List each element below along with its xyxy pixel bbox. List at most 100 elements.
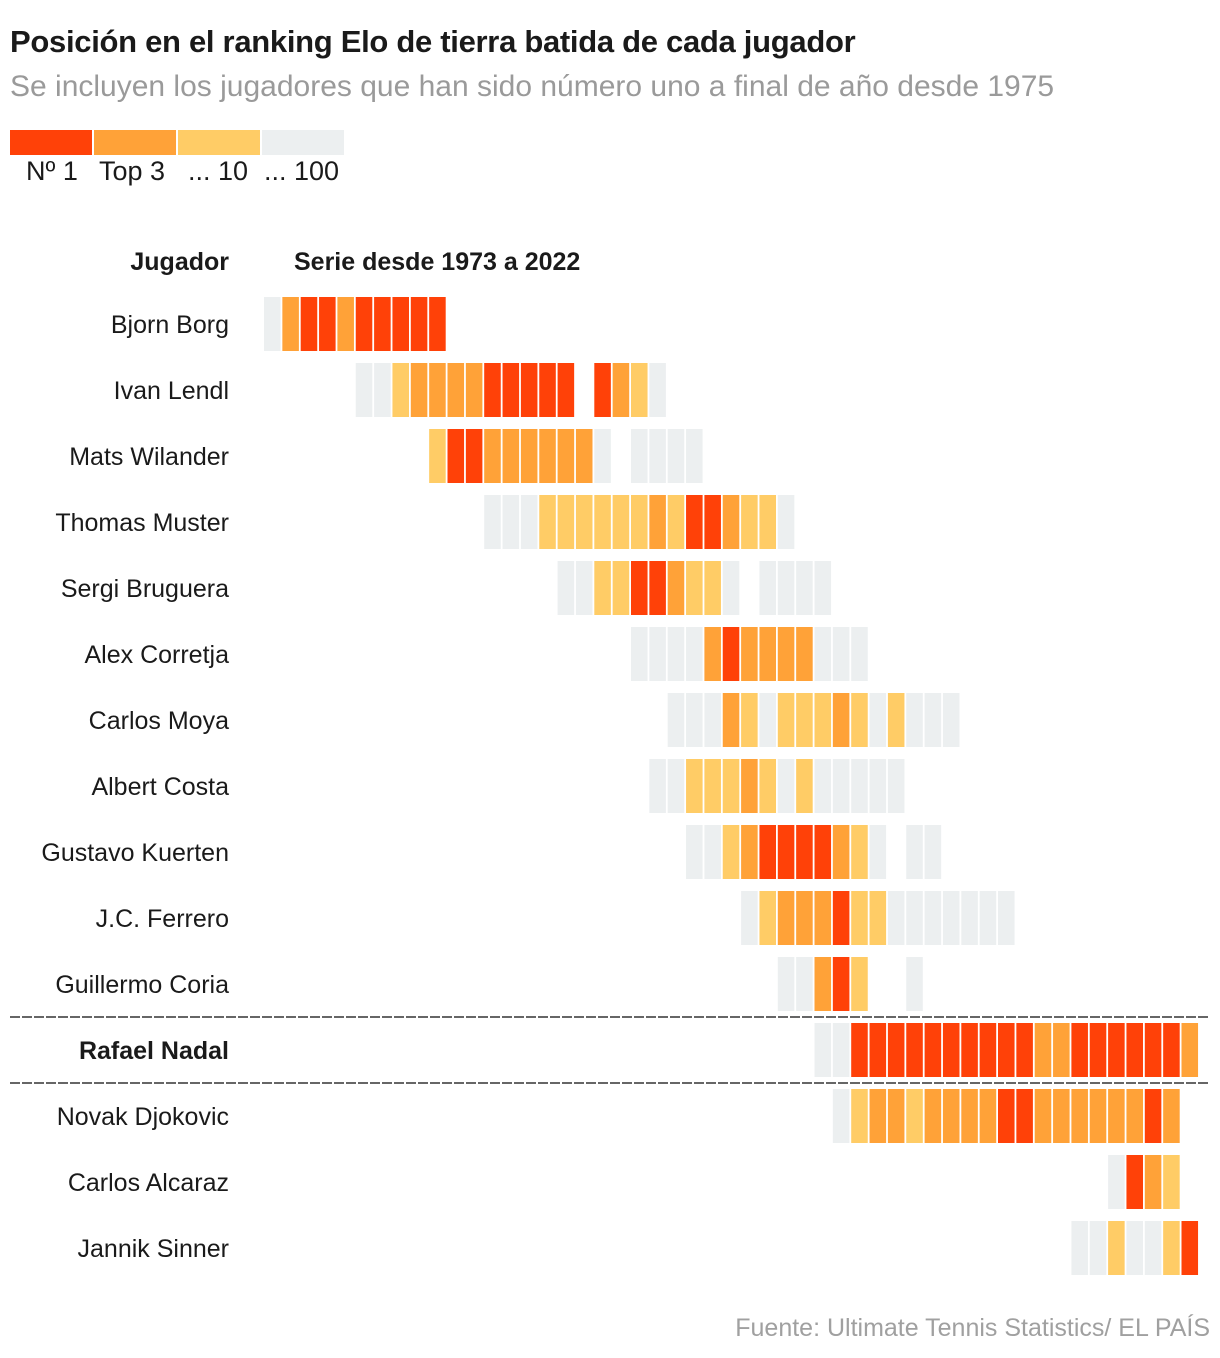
- cell-ivan-lendl-1982: [429, 363, 446, 417]
- cell-mats-wilander-1984: [465, 429, 483, 483]
- legend-label-no1: Nº 1: [26, 156, 78, 186]
- cell-novak-djokovic-2019: [1108, 1089, 1125, 1143]
- legend-label-top10: ... 10: [188, 156, 249, 186]
- cell-rafael-nadal-2010: [942, 1023, 960, 1077]
- cell-mats-wilander-1983: [447, 429, 465, 483]
- row-label-carlos-moya: Carlos Moya: [89, 707, 229, 735]
- cell-ivan-lendl-1989: [557, 363, 575, 417]
- cell-rafael-nadal-2008: [906, 1023, 923, 1077]
- cell-gustavo-kuerten-2000: [759, 825, 776, 879]
- cell-rafael-nadal-2021: [1144, 1023, 1162, 1077]
- cell-carlos-moya-2001: [777, 693, 795, 747]
- cell-mats-wilander-1994: [649, 429, 666, 483]
- cell-rafael-nadal-2007: [887, 1023, 905, 1077]
- cell-gustavo-kuerten-2002: [796, 825, 813, 879]
- player-column-header: Jugador: [130, 248, 229, 276]
- cell-rafael-nadal-2009: [924, 1023, 942, 1077]
- cell-carlos-moya-1997: [704, 693, 721, 747]
- cell-albert-costa-1998: [722, 759, 740, 813]
- cell-alex-corretja-2004: [832, 627, 850, 681]
- cell-mats-wilander-1988: [539, 429, 556, 483]
- row-label-alex-corretja: Alex Corretja: [85, 641, 230, 669]
- cell-gustavo-kuerten-2009: [924, 825, 942, 879]
- cell-carlos-alcaraz-2020: [1126, 1155, 1143, 1209]
- cell-thomas-muster-2000: [759, 495, 776, 549]
- cell-thomas-muster-2001: [777, 495, 795, 549]
- cell-carlos-alcaraz-2022: [1163, 1155, 1180, 1209]
- cell-ivan-lendl-1987: [520, 363, 538, 417]
- legend-label-top100: ... 100: [264, 156, 340, 186]
- cell-j-c-ferrero-2003: [814, 891, 832, 945]
- cell-mats-wilander-1985: [484, 429, 501, 483]
- cell-rafael-nadal-2012: [979, 1023, 997, 1077]
- cell-thomas-muster-1987: [520, 495, 538, 549]
- cell-alex-corretja-1993: [631, 627, 648, 681]
- cell-novak-djokovic-2004: [832, 1089, 850, 1143]
- cell-carlos-moya-2003: [814, 693, 832, 747]
- cell-rafael-nadal-2003: [814, 1023, 832, 1077]
- cell-mats-wilander-1996: [686, 429, 703, 483]
- cell-jannik-sinner-2018: [1089, 1221, 1107, 1275]
- cell-novak-djokovic-2021: [1144, 1089, 1162, 1143]
- cell-j-c-ferrero-2001: [777, 891, 795, 945]
- cell-thomas-muster-1993: [631, 495, 648, 549]
- cell-thomas-muster-1997: [704, 495, 721, 549]
- cell-carlos-moya-2007: [887, 693, 905, 747]
- cell-j-c-ferrero-2006: [869, 891, 887, 945]
- legend-label-top3: Top 3: [99, 156, 166, 186]
- row-label-gustavo-kuerten: Gustavo Kuerten: [41, 839, 229, 867]
- cell-novak-djokovic-2016: [1053, 1089, 1070, 1143]
- series-column-header: Serie desde 1973 a 2022: [294, 248, 581, 276]
- cell-jannik-sinner-2017: [1071, 1221, 1088, 1275]
- cell-ivan-lendl-1991: [594, 363, 611, 417]
- cell-sergi-bruguera-1989: [557, 561, 575, 615]
- row-label-mats-wilander: Mats Wilander: [69, 443, 229, 471]
- cell-novak-djokovic-2011: [961, 1089, 978, 1143]
- cell-albert-costa-1995: [667, 759, 685, 813]
- cell-thomas-muster-1998: [722, 495, 740, 549]
- cell-bjorn-borg-1980: [392, 297, 409, 351]
- cell-carlos-moya-2009: [924, 693, 942, 747]
- cell-alex-corretja-1997: [704, 627, 721, 681]
- cell-gustavo-kuerten-2005: [851, 825, 868, 879]
- cell-alex-corretja-1999: [741, 627, 758, 681]
- cell-novak-djokovic-2010: [942, 1089, 960, 1143]
- cell-bjorn-borg-1978: [355, 297, 373, 351]
- cell-alex-corretja-1994: [649, 627, 666, 681]
- cell-gustavo-kuerten-2001: [777, 825, 795, 879]
- cell-gustavo-kuerten-1997: [704, 825, 721, 879]
- cell-rafael-nadal-2020: [1126, 1023, 1143, 1077]
- cell-carlos-alcaraz-2019: [1108, 1155, 1125, 1209]
- cell-alex-corretja-2001: [777, 627, 795, 681]
- cell-ivan-lendl-1992: [612, 363, 630, 417]
- cell-sergi-bruguera-1996: [686, 561, 703, 615]
- cell-mats-wilander-1990: [575, 429, 593, 483]
- cell-carlos-moya-1996: [686, 693, 703, 747]
- cell-thomas-muster-1994: [649, 495, 666, 549]
- legend-swatch-top10: [178, 130, 260, 155]
- cell-bjorn-borg-1975: [300, 297, 318, 351]
- cell-ivan-lendl-1985: [484, 363, 501, 417]
- cell-ivan-lendl-1993: [631, 363, 648, 417]
- cell-mats-wilander-1987: [520, 429, 538, 483]
- cell-sergi-bruguera-1992: [612, 561, 630, 615]
- cell-thomas-muster-1995: [667, 495, 685, 549]
- cell-ivan-lendl-1981: [410, 363, 428, 417]
- cell-novak-djokovic-2007: [887, 1089, 905, 1143]
- cell-gustavo-kuerten-2008: [906, 825, 923, 879]
- cell-jannik-sinner-2023: [1181, 1221, 1199, 1275]
- cell-rafael-nadal-2019: [1108, 1023, 1125, 1077]
- cell-bjorn-borg-1976: [319, 297, 336, 351]
- cell-gustavo-kuerten-2004: [832, 825, 850, 879]
- chart-subtitle: Se incluyen los jugadores que han sido n…: [10, 70, 1055, 103]
- cell-j-c-ferrero-1999: [741, 891, 758, 945]
- cell-rafael-nadal-2005: [851, 1023, 868, 1077]
- cell-mats-wilander-1989: [557, 429, 575, 483]
- cell-sergi-bruguera-2002: [796, 561, 813, 615]
- cell-albert-costa-2001: [777, 759, 795, 813]
- cell-novak-djokovic-2017: [1071, 1089, 1088, 1143]
- row-label-guillermo-coria: Guillermo Coria: [55, 971, 229, 999]
- cell-albert-costa-2005: [851, 759, 868, 813]
- cell-thomas-muster-1985: [484, 495, 501, 549]
- cell-albert-costa-1999: [741, 759, 758, 813]
